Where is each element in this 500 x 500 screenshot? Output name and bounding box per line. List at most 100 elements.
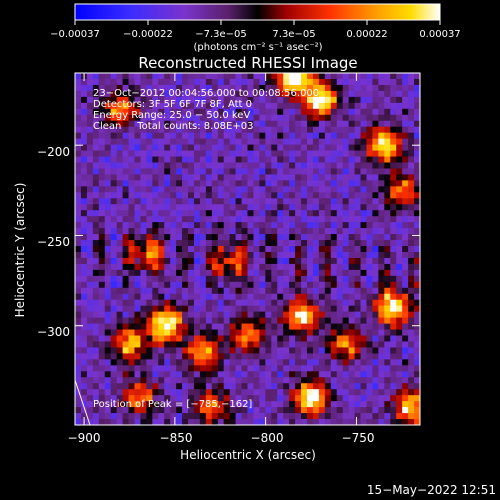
heatmap-cell — [152, 347, 159, 355]
heatmap-cell — [336, 84, 344, 92]
heatmap-cell — [80, 305, 88, 313]
heatmap-cell — [158, 257, 165, 265]
heatmap-cell — [390, 102, 397, 110]
heatmap-cell — [342, 275, 350, 283]
heatmap-cell — [402, 162, 409, 170]
heatmap-cell — [348, 144, 356, 152]
heatmap-cell — [122, 329, 130, 337]
heatmap-cell — [164, 246, 171, 253]
heatmap-cell — [128, 240, 136, 247]
heatmap-cell — [223, 156, 231, 164]
heatmap-cell — [128, 359, 136, 366]
heatmap-cell — [295, 192, 302, 199]
heatmap-cell — [116, 90, 124, 98]
heatmap-cell — [122, 90, 130, 98]
heatmap-cell — [152, 281, 159, 289]
heatmap-cell — [241, 78, 249, 86]
heatmap-cell — [110, 383, 118, 390]
heatmap-cell — [259, 323, 266, 331]
heatmap-cell — [134, 114, 142, 122]
heatmap-cell — [98, 234, 106, 241]
heatmap-cell — [176, 240, 183, 247]
heatmap-cell — [378, 263, 385, 271]
heatmap-cell — [122, 383, 130, 390]
heatmap-cell — [188, 317, 195, 325]
heatmap-cell — [217, 257, 225, 265]
heatmap-cell — [372, 287, 379, 295]
heatmap-cell — [146, 126, 153, 134]
heatmap-cell — [146, 156, 153, 164]
heatmap-cell — [134, 204, 142, 211]
heatmap-cell — [354, 144, 362, 152]
heatmap-cell — [116, 78, 124, 86]
heatmap-cell — [301, 413, 308, 420]
colorbar-gradient — [74, 3, 441, 21]
heatmap-cell — [235, 234, 243, 241]
heatmap-cell — [306, 299, 314, 307]
heatmap-cell — [283, 305, 290, 313]
heatmap-cell — [354, 162, 362, 170]
heatmap-cell — [324, 377, 332, 384]
heatmap-cell — [110, 287, 118, 295]
heatmap-cell — [342, 419, 350, 425]
heatmap-cell — [235, 347, 243, 355]
heatmap-cell — [271, 210, 278, 217]
heatmap-cell — [110, 204, 118, 211]
heatmap-cell — [199, 240, 207, 247]
heatmap-cell — [241, 281, 249, 289]
heatmap-cell — [396, 162, 403, 170]
heatmap-cell — [193, 150, 201, 158]
heatmap-cell — [289, 96, 296, 104]
heatmap-cell — [271, 281, 278, 289]
heatmap-cell — [354, 90, 362, 98]
heatmap-cell — [366, 353, 374, 360]
heatmap-cell — [86, 228, 94, 235]
heatmap-cell — [384, 287, 391, 295]
heatmap-cell — [98, 401, 106, 408]
heatmap-cell — [164, 377, 171, 384]
heatmap-cell — [312, 305, 320, 313]
heatmap-cell — [259, 383, 266, 390]
heatmap-cell — [318, 120, 326, 128]
heatmap-cell — [378, 102, 385, 110]
heatmap-cell — [283, 389, 290, 396]
heatmap-cell — [366, 263, 374, 271]
heatmap-cell — [235, 108, 243, 116]
heatmap-cell — [199, 353, 207, 360]
heatmap-cell — [378, 168, 385, 176]
heatmap-cell — [396, 234, 403, 241]
heatmap-cell — [193, 96, 201, 104]
heatmap-cell — [182, 347, 189, 355]
heatmap-cell — [277, 108, 284, 116]
heatmap-cell — [223, 293, 231, 301]
heatmap-cell — [402, 186, 409, 193]
heatmap-cell — [235, 162, 243, 170]
heatmap-cell — [271, 240, 278, 247]
heatmap-cell — [342, 78, 350, 86]
heatmap-cell — [188, 156, 195, 164]
heatmap-cell — [217, 419, 225, 425]
heatmap-cell — [75, 341, 82, 349]
heatmap-cell — [408, 222, 415, 229]
heatmap-cell — [104, 359, 112, 366]
heatmap-cell — [301, 120, 308, 128]
heatmap-cell — [330, 353, 338, 360]
heatmap-cell — [199, 186, 207, 193]
heatmap-cell — [265, 73, 272, 80]
heatmap-cell — [110, 228, 118, 235]
heatmap-cell — [289, 180, 296, 187]
heatmap-cell — [372, 102, 379, 110]
heatmap-cell — [312, 341, 320, 349]
heatmap-cell — [312, 180, 320, 187]
heatmap-cell — [265, 156, 272, 164]
heatmap-cell — [312, 293, 320, 301]
heatmap-cell — [128, 287, 136, 295]
heatmap-cell — [330, 305, 338, 313]
heatmap-cell — [92, 389, 100, 396]
heatmap-cell — [366, 156, 374, 164]
heatmap-cell — [92, 263, 100, 271]
heatmap-cell — [235, 120, 243, 128]
colorbar-tick-label: −7.3e−05 — [195, 29, 247, 40]
heatmap-cell — [390, 293, 397, 301]
heatmap-cell — [360, 120, 368, 128]
